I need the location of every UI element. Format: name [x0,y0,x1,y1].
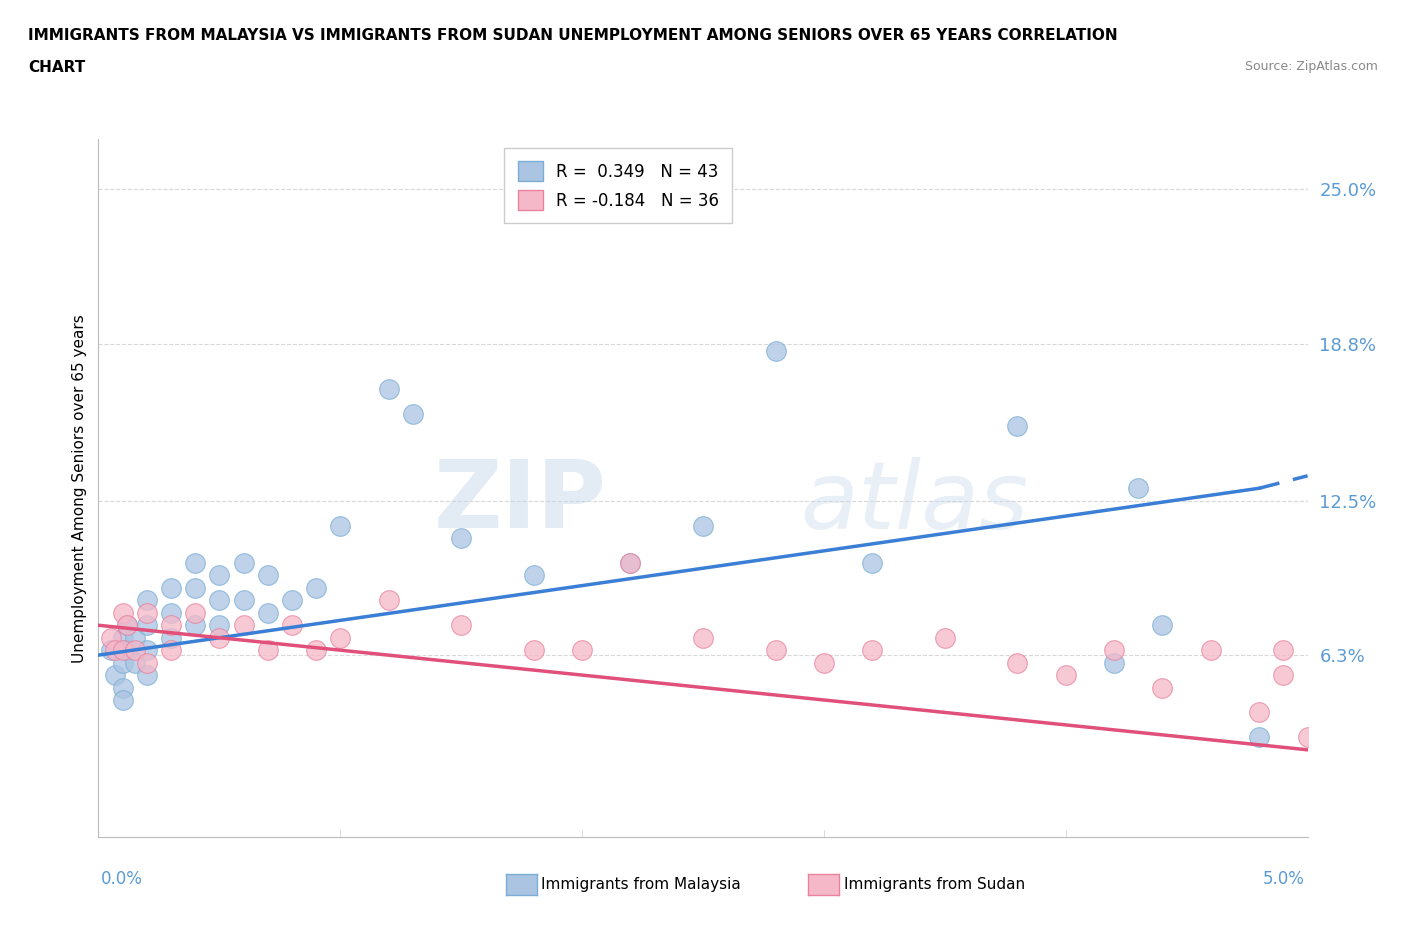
Point [111,680,134,695]
Point [232,593,254,608]
Point [160,580,183,595]
Point [100,631,122,645]
Point [305,643,328,658]
Point [1128,481,1150,496]
Point [860,643,883,658]
Point [184,605,207,620]
Point [1054,668,1077,683]
Point [256,568,278,583]
Point [329,631,352,645]
Point [111,693,134,708]
Point [104,668,127,683]
Point [232,555,254,570]
Point [1272,668,1295,683]
Point [402,406,425,421]
Point [117,643,139,658]
Point [135,605,157,620]
Point [111,631,134,645]
Text: Immigrants from Malaysia: Immigrants from Malaysia [541,877,741,892]
Point [232,618,254,632]
Point [305,580,328,595]
Point [571,643,593,658]
Point [934,631,956,645]
Text: 5.0%: 5.0% [1263,870,1305,888]
Point [377,381,399,396]
Point [619,555,641,570]
Point [281,593,304,608]
Point [1249,705,1271,720]
Text: 0.0%: 0.0% [101,870,143,888]
Point [1249,730,1271,745]
Point [100,643,122,658]
Point [117,618,139,632]
Point [450,618,472,632]
Point [124,631,146,645]
Text: atlas: atlas [800,457,1028,548]
Point [160,643,183,658]
Point [281,618,304,632]
Text: ZIP: ZIP [433,457,606,548]
Point [160,605,183,620]
Point [1102,656,1125,671]
Point [1296,730,1319,745]
Point [135,656,157,671]
Point [1272,643,1295,658]
Point [184,555,207,570]
Point [208,618,231,632]
Point [765,643,787,658]
Point [111,605,134,620]
Point [135,668,157,683]
Point [135,618,157,632]
Point [135,593,157,608]
Point [104,643,127,658]
Point [256,643,278,658]
Point [111,643,134,658]
Point [692,631,714,645]
Point [1152,680,1174,695]
Point [813,656,835,671]
Point [208,593,231,608]
Point [208,631,231,645]
Point [184,618,207,632]
Text: Immigrants from Sudan: Immigrants from Sudan [844,877,1025,892]
Point [860,555,883,570]
Point [329,518,352,533]
Point [124,643,146,658]
Point [619,555,641,570]
Point [377,593,399,608]
Text: Source: ZipAtlas.com: Source: ZipAtlas.com [1244,60,1378,73]
Point [1007,656,1029,671]
Point [117,618,139,632]
Point [135,643,157,658]
Point [1152,618,1174,632]
Point [523,568,546,583]
Point [523,643,546,658]
Point [692,518,714,533]
Point [765,344,787,359]
Legend: R =  0.349   N = 43, R = -0.184   N = 36: R = 0.349 N = 43, R = -0.184 N = 36 [505,148,733,223]
Point [160,618,183,632]
Point [1102,643,1125,658]
Text: IMMIGRANTS FROM MALAYSIA VS IMMIGRANTS FROM SUDAN UNEMPLOYMENT AMONG SENIORS OVE: IMMIGRANTS FROM MALAYSIA VS IMMIGRANTS F… [28,28,1118,43]
Text: CHART: CHART [28,60,86,75]
Point [111,656,134,671]
Point [450,531,472,546]
Y-axis label: Unemployment Among Seniors over 65 years: Unemployment Among Seniors over 65 years [72,314,87,662]
Point [124,656,146,671]
Point [1199,643,1222,658]
Point [256,605,278,620]
Point [184,580,207,595]
Point [208,568,231,583]
Point [1007,418,1029,433]
Point [160,631,183,645]
